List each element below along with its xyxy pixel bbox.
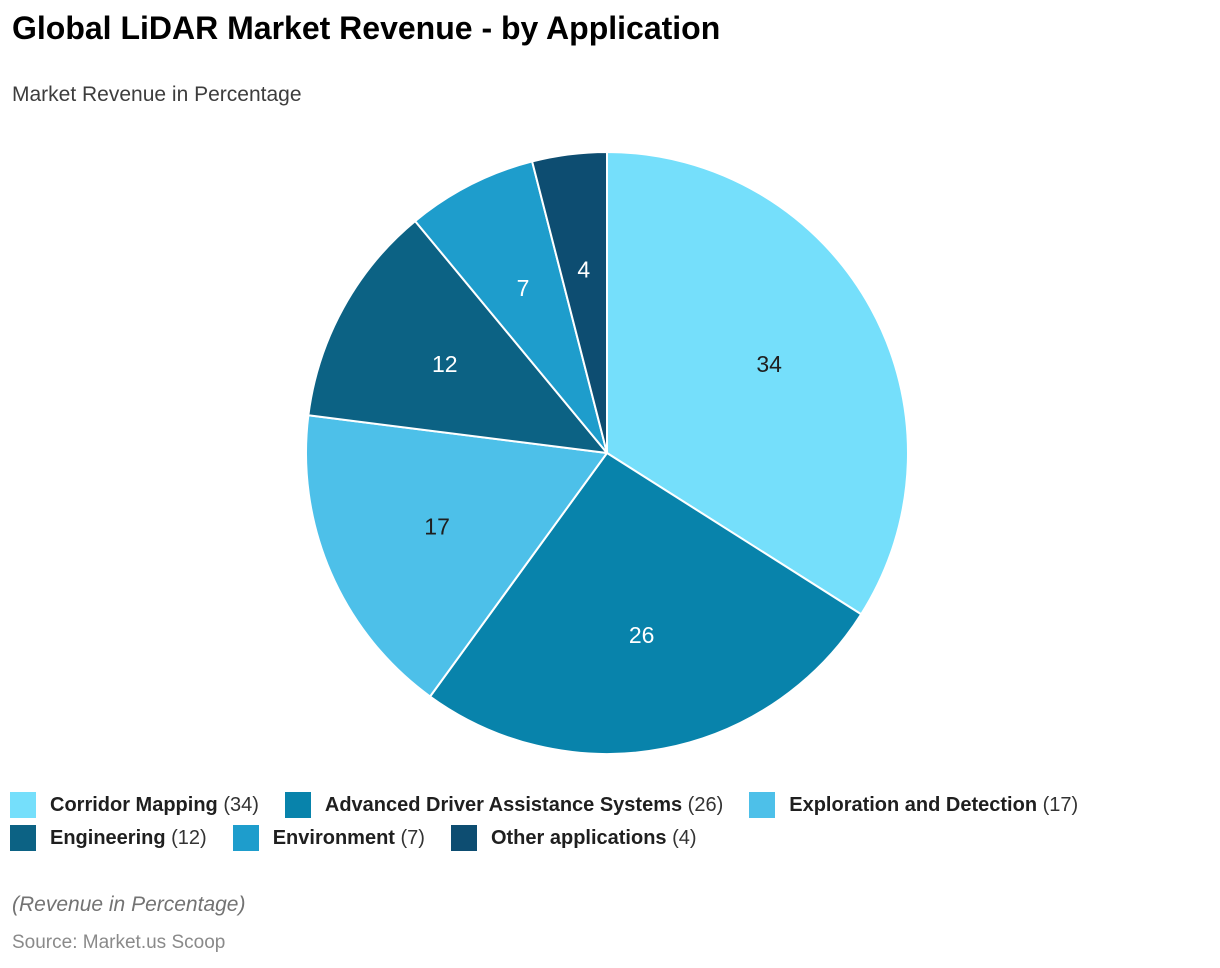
legend-text: Environment (7) bbox=[273, 827, 425, 850]
legend-text: Advanced Driver Assistance Systems (26) bbox=[325, 794, 723, 817]
legend-swatch-exploration-and-detection bbox=[749, 792, 776, 818]
legend-value: (12) bbox=[165, 826, 207, 849]
legend-item-exploration-and-detection: Exploration and Detection (17) bbox=[749, 792, 1078, 818]
pie-slice-value-engineering: 12 bbox=[432, 351, 458, 377]
legend-text: Exploration and Detection (17) bbox=[789, 794, 1078, 817]
legend-label: Other applications bbox=[490, 826, 667, 849]
legend-swatch-corridor-mapping bbox=[10, 792, 36, 818]
legend-value: (34) bbox=[217, 793, 259, 816]
legend-swatch-environment bbox=[232, 825, 259, 851]
legend-text: Corridor Mapping (34) bbox=[50, 794, 259, 817]
pie-slice-corridor-mapping bbox=[606, 151, 909, 616]
legend-text: Other applications (4) bbox=[491, 827, 697, 850]
pie-slice-other-applications bbox=[531, 151, 608, 454]
legend-label: Advanced Driver Assistance Systems bbox=[324, 793, 683, 816]
pie-chart: 34 26 17 12 7 4 bbox=[305, 151, 909, 755]
pie-slice-value-environment: 7 bbox=[517, 275, 530, 301]
pie-slice-value-other-applications: 4 bbox=[577, 256, 590, 282]
legend-item-advanced-driver-assistance-systems: Advanced Driver Assistance Systems (26) bbox=[284, 792, 723, 818]
legend-swatch-advanced-driver-assistance-systems bbox=[284, 792, 311, 818]
chart-legend: Corridor Mapping (34) Advanced Driver Ass… bbox=[10, 792, 1214, 851]
legend-label: Corridor Mapping bbox=[50, 793, 218, 816]
legend-value: (7) bbox=[394, 826, 425, 849]
chart-subtitle: Market Revenue in Percentage bbox=[12, 83, 302, 106]
legend-item-engineering: Engineering (12) bbox=[10, 825, 207, 851]
legend-value: (26) bbox=[682, 793, 724, 816]
pie-slice-value-exploration-and-detection: 17 bbox=[424, 514, 450, 540]
revenue-note: (Revenue in Percentage) bbox=[12, 893, 246, 916]
chart-title: Global LiDAR Market Revenue - by Applica… bbox=[12, 10, 721, 46]
legend-item-environment: Environment (7) bbox=[232, 825, 425, 851]
pie-slice-environment bbox=[414, 160, 608, 454]
pie-slice-advanced-driver-assistance-systems bbox=[429, 452, 863, 755]
legend-value: (17) bbox=[1037, 793, 1079, 816]
legend-text: Engineering (12) bbox=[50, 827, 207, 850]
legend-swatch-other-applications bbox=[450, 825, 477, 851]
legend-value: (4) bbox=[666, 826, 697, 849]
legend-swatch-engineering bbox=[10, 825, 36, 851]
pie-slice-value-corridor-mapping: 34 bbox=[756, 351, 782, 377]
legend-item-other-applications: Other applications (4) bbox=[450, 825, 697, 851]
pie-slice-value-advanced-driver-assistance-systems: 26 bbox=[629, 622, 655, 648]
legend-label: Exploration and Detection bbox=[789, 793, 1038, 816]
pie-slice-engineering bbox=[307, 220, 608, 454]
pie-slice-exploration-and-detection bbox=[305, 414, 608, 698]
legend-label: Environment bbox=[272, 826, 395, 849]
source-text: Source: Market.us Scoop bbox=[12, 932, 226, 953]
legend-label: Engineering bbox=[50, 826, 166, 849]
legend-item-corridor-mapping: Corridor Mapping (34) bbox=[10, 792, 259, 818]
